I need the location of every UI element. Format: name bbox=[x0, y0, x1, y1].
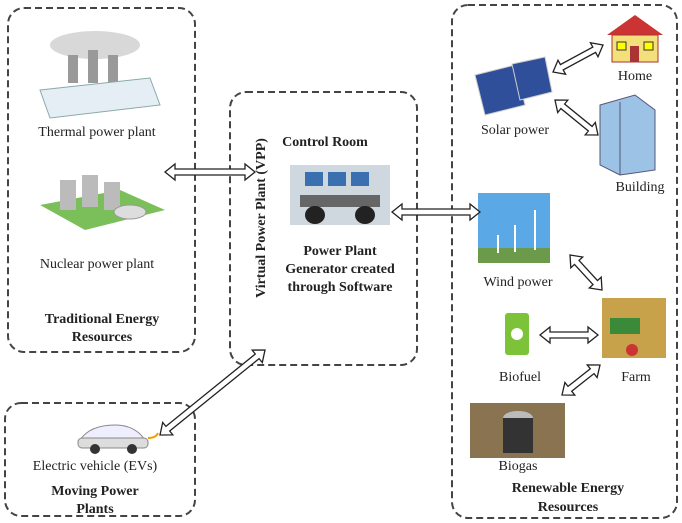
double-arrow bbox=[160, 350, 265, 435]
item-label: Nuclear power plant bbox=[40, 257, 154, 272]
solar-icon bbox=[475, 57, 552, 115]
vpp-side-label: Virtual Power Plant (VPP) bbox=[254, 138, 269, 298]
home-icon bbox=[607, 15, 663, 62]
group-title: Traditional Energy bbox=[45, 312, 159, 327]
double-arrow bbox=[392, 204, 480, 220]
double-arrow bbox=[555, 100, 598, 135]
traditional-box bbox=[8, 8, 195, 352]
caption: through Software bbox=[288, 280, 393, 295]
group-title: Resources bbox=[538, 500, 599, 515]
caption: Generator created bbox=[285, 262, 395, 277]
item-label: Home bbox=[618, 69, 652, 84]
double-arrow bbox=[553, 43, 603, 75]
item-label: Solar power bbox=[481, 123, 549, 138]
double-arrow bbox=[165, 164, 255, 180]
double-arrow bbox=[562, 365, 600, 395]
group-title: Control Room bbox=[282, 135, 368, 150]
item-label: Biogas bbox=[499, 459, 538, 474]
item-label: Wind power bbox=[483, 275, 552, 290]
item-label: Electric vehicle (EVs) bbox=[33, 459, 158, 474]
farm-icon bbox=[602, 298, 666, 358]
thermal-plant-icon bbox=[40, 31, 160, 118]
diagram: Thermal power plant Nuclear power plant … bbox=[0, 0, 682, 523]
group-title: Resources bbox=[72, 330, 133, 345]
biogas-icon bbox=[470, 403, 565, 458]
group-title: Renewable Energy bbox=[512, 481, 624, 496]
double-arrow bbox=[570, 255, 602, 290]
item-label: Farm bbox=[621, 370, 651, 385]
building-icon bbox=[600, 95, 655, 175]
ev-icon bbox=[78, 425, 158, 454]
control-room-icon bbox=[290, 165, 390, 225]
group-title: Moving Power bbox=[51, 484, 138, 499]
group-title: Plants bbox=[76, 502, 114, 517]
nuclear-plant-icon bbox=[40, 175, 165, 230]
wind-icon bbox=[478, 193, 550, 263]
double-arrow bbox=[540, 327, 598, 343]
biofuel-icon bbox=[505, 313, 529, 355]
caption: Power Plant bbox=[303, 244, 377, 259]
item-label: Thermal power plant bbox=[38, 125, 156, 140]
item-label: Biofuel bbox=[499, 370, 541, 385]
item-label: Building bbox=[615, 180, 664, 195]
